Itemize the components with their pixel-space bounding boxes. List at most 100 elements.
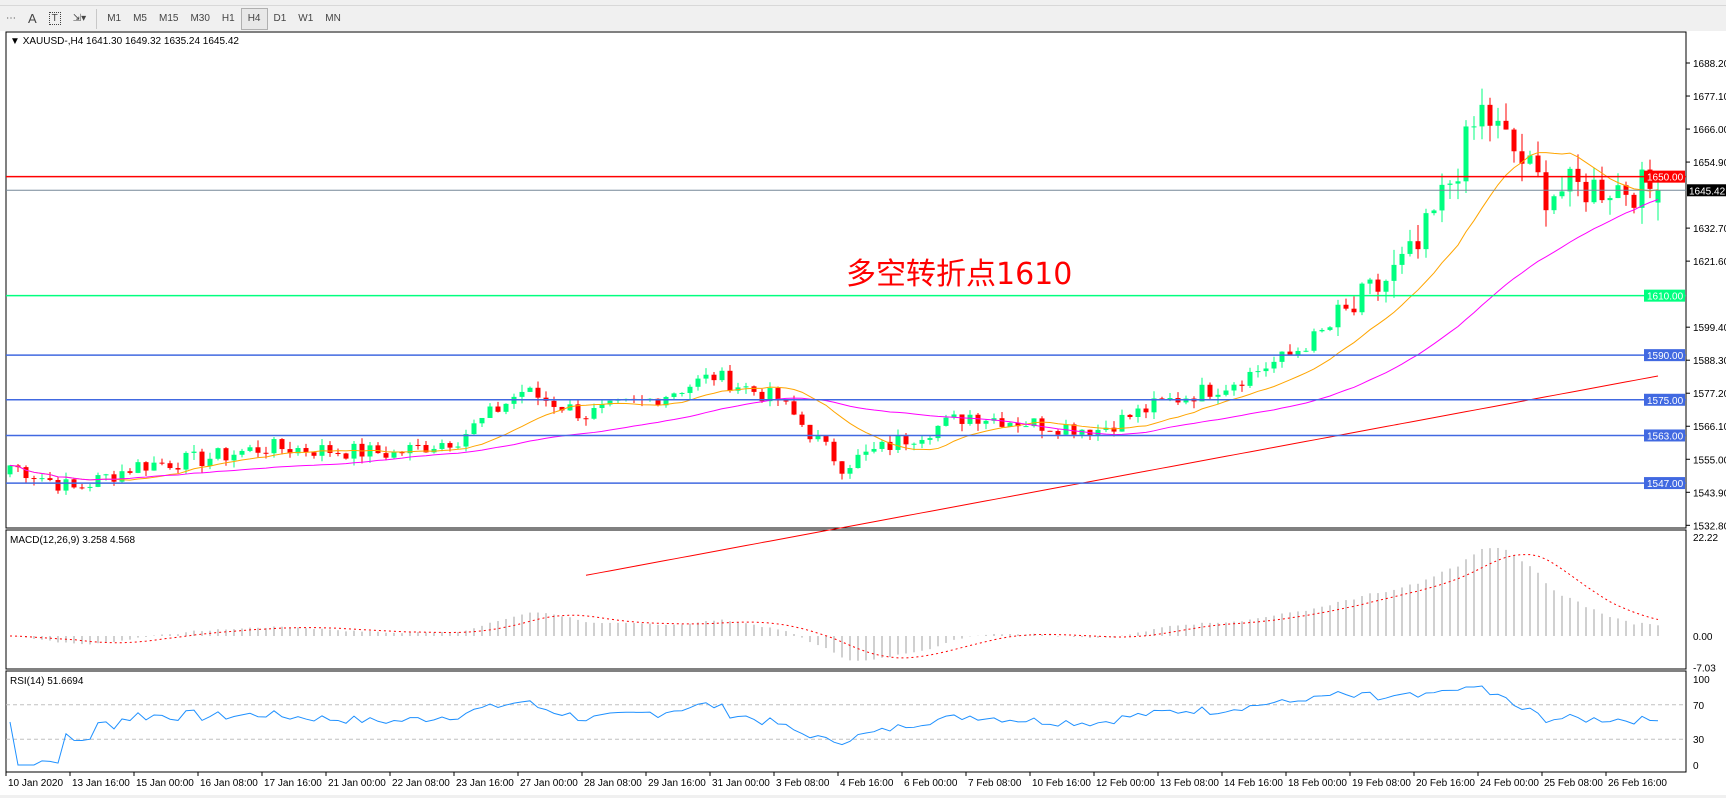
candle <box>1383 279 1389 303</box>
candle <box>255 440 261 458</box>
candle-body <box>455 446 461 448</box>
candle <box>327 441 333 457</box>
timeframe-m30[interactable]: M30 <box>190 13 210 24</box>
candle <box>1223 384 1229 397</box>
candle-body <box>703 374 709 379</box>
candle <box>503 403 509 415</box>
grid-tool-button[interactable]: ⋯ <box>0 8 22 30</box>
candle-body <box>1167 398 1173 400</box>
candle <box>471 419 477 435</box>
timeframe-h4[interactable]: H4 <box>240 7 268 30</box>
candle-body <box>415 444 421 446</box>
macd-tick-label: 22.22 <box>1693 533 1718 544</box>
candle <box>807 424 813 443</box>
ma-fast-line <box>9 152 1659 481</box>
candle-body <box>55 479 61 491</box>
candle <box>695 375 701 391</box>
candle-body <box>375 445 381 454</box>
timeframe-m15[interactable]: M15 <box>159 13 179 24</box>
candle <box>1263 362 1269 377</box>
timeframe-mn[interactable]: MN <box>325 13 341 24</box>
candle-body <box>127 471 133 473</box>
candle-body <box>1135 408 1141 417</box>
candle-body <box>1127 414 1133 417</box>
candle-body <box>231 454 237 461</box>
candle-body <box>255 447 261 453</box>
candle <box>231 450 237 468</box>
candle-body <box>527 387 533 392</box>
candle <box>751 385 757 396</box>
candle <box>1055 429 1061 439</box>
text-tool-button[interactable]: A <box>22 8 43 30</box>
timeframe-m5[interactable]: M5 <box>133 13 147 24</box>
ma-mid-line <box>9 199 1659 481</box>
candle-body <box>727 370 733 391</box>
candle <box>1567 166 1573 207</box>
timeframe-w1[interactable]: W1 <box>298 13 314 24</box>
candle-body <box>1335 304 1341 328</box>
candle-body <box>1047 430 1053 432</box>
candle-body <box>1055 431 1061 435</box>
candle-body <box>1383 280 1389 292</box>
candle <box>1127 413 1133 420</box>
candle-body <box>655 398 661 406</box>
candle <box>1151 391 1157 419</box>
candle <box>159 458 165 466</box>
candle <box>23 465 29 484</box>
candle <box>1535 141 1541 178</box>
arrows-tool-button[interactable]: ⇲▾ <box>67 8 92 30</box>
candle-body <box>1023 426 1029 428</box>
collapse-triangle-icon[interactable]: ▼ <box>10 36 23 47</box>
time-tick-label: 23 Jan 16:00 <box>456 778 514 789</box>
candle-body <box>327 445 333 453</box>
level-price-label: 1590.00 <box>1647 351 1684 362</box>
candle-body <box>1039 418 1045 431</box>
candle-body <box>199 451 205 467</box>
timeframe-d1[interactable]: D1 <box>273 13 287 24</box>
candle <box>887 435 893 456</box>
candle <box>487 403 493 419</box>
candle-body <box>1503 120 1509 130</box>
candle <box>479 417 485 427</box>
level-price-tag <box>1644 429 1685 442</box>
candle-body <box>287 449 293 454</box>
text-label-tool-button[interactable]: T <box>43 8 67 30</box>
timeframe-h1[interactable]: H1 <box>221 13 235 24</box>
time-tick-label: 28 Jan 08:00 <box>584 778 642 789</box>
candle-body <box>879 441 885 449</box>
candle <box>871 442 877 454</box>
time-tick-label: 24 Feb 00:00 <box>1480 778 1539 789</box>
macd-signal-line <box>9 554 1659 659</box>
time-tick-label: 10 Jan 2020 <box>8 778 63 789</box>
candle <box>999 411 1005 428</box>
candle-body <box>1111 427 1117 432</box>
main-panel-frame <box>5 31 1687 529</box>
candle <box>143 461 149 476</box>
candle-body <box>39 478 45 480</box>
candle-body <box>831 441 837 462</box>
timeframe-m1[interactable]: M1 <box>107 13 122 24</box>
candle <box>783 399 789 405</box>
time-tick-label: 20 Feb 16:00 <box>1416 778 1475 789</box>
candle <box>367 442 373 463</box>
chart-window[interactable]: 1650.00 1610.00 1590.00 1575.00 1563.00 1547.… <box>0 31 1726 795</box>
chart-canvas[interactable]: 1650.00 1610.00 1590.00 1575.00 1563.00 1547.… <box>0 31 1726 795</box>
candle <box>1431 209 1437 216</box>
level-price-label: 1650.00 <box>1647 173 1684 184</box>
price-tick-label: 1621.60 <box>1693 257 1726 268</box>
candle <box>1271 356 1277 373</box>
candle-body <box>79 487 85 489</box>
time-tick-label: 22 Jan 08:00 <box>392 778 450 789</box>
current-price-tag <box>1687 184 1726 197</box>
candle-body <box>31 478 37 480</box>
candle <box>1063 419 1069 436</box>
annotation-text[interactable]: 多空转折点1610 <box>846 257 1073 292</box>
candle-body <box>1343 304 1349 309</box>
candle-body <box>151 462 157 471</box>
candle <box>271 437 277 458</box>
candle-body <box>983 420 989 424</box>
candle-body <box>47 478 53 480</box>
candle-body <box>1351 308 1357 313</box>
candle <box>47 471 53 482</box>
candle-body <box>223 448 229 461</box>
